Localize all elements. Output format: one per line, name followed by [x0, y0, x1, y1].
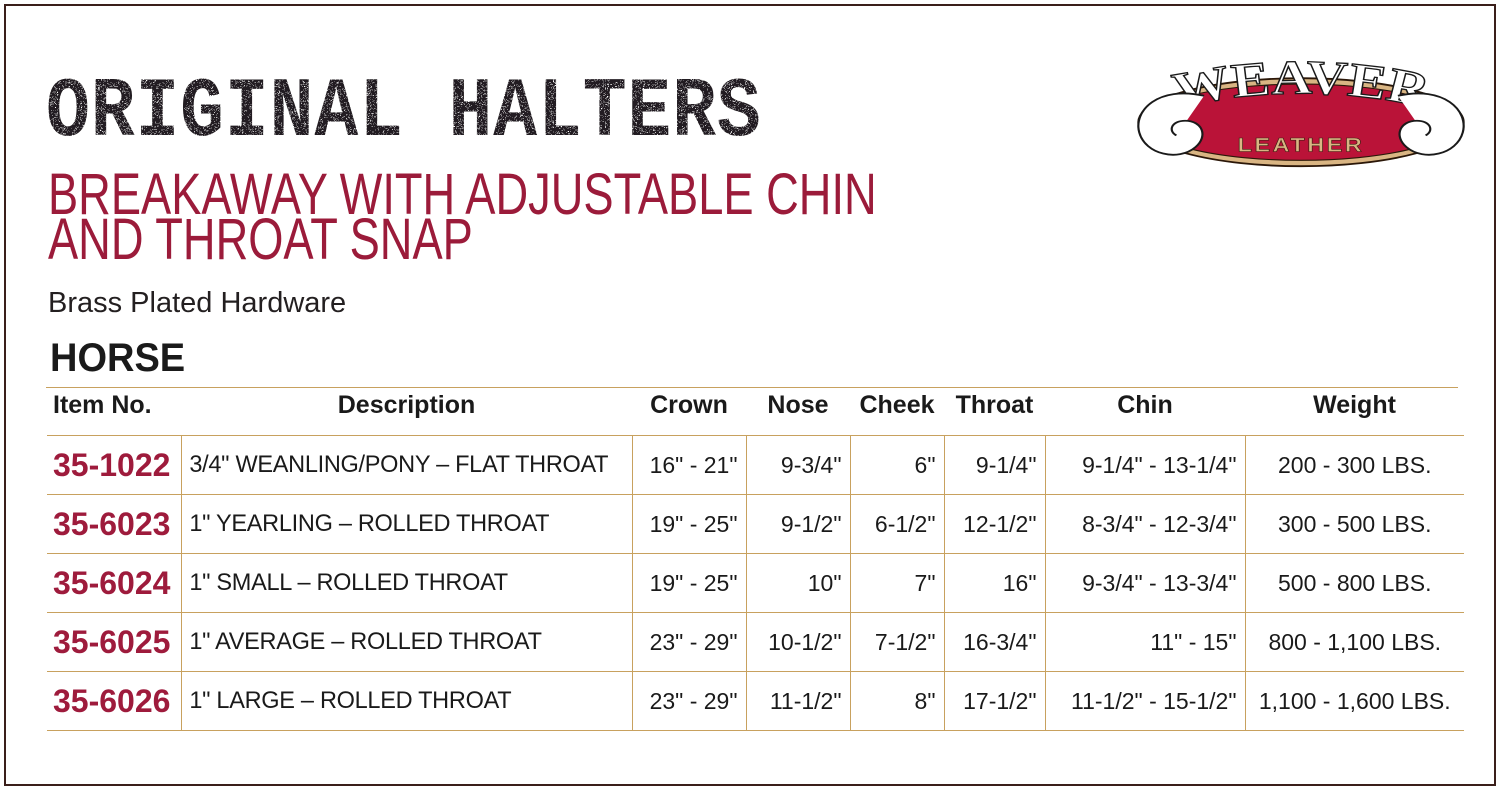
- svg-text:LEATHER: LEATHER: [1238, 133, 1365, 156]
